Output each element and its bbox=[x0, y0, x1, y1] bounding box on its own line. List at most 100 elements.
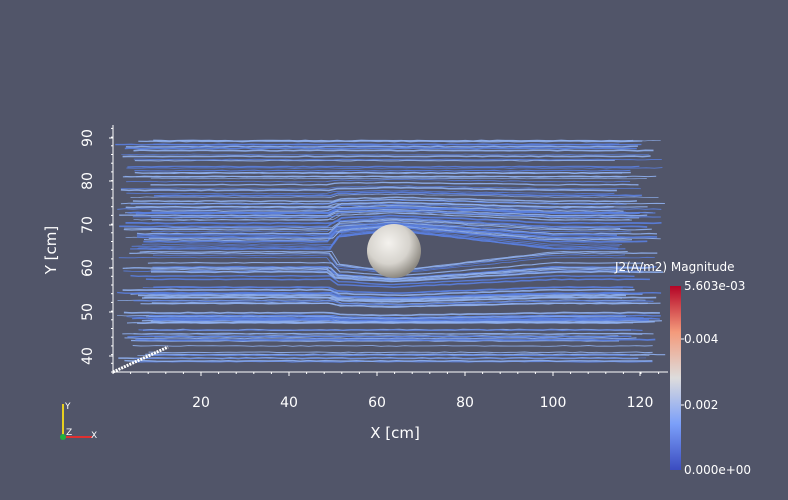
streamline bbox=[124, 175, 621, 177]
orientation-axes-widget: Y X Z bbox=[60, 402, 97, 441]
streamline bbox=[124, 359, 653, 363]
streamline bbox=[136, 222, 617, 237]
y-tick-label: 40 bbox=[80, 347, 96, 365]
streamline bbox=[125, 145, 638, 148]
streamline bbox=[149, 354, 631, 357]
colorbar-tick-label: 0.002 bbox=[684, 398, 718, 412]
streamline bbox=[151, 270, 664, 283]
streamline bbox=[119, 217, 648, 228]
streamline bbox=[133, 332, 654, 335]
colorbar-gradient bbox=[670, 286, 681, 470]
y-tick-label: 70 bbox=[80, 216, 96, 234]
streamline bbox=[125, 201, 614, 209]
streamline bbox=[136, 221, 658, 235]
streamline bbox=[150, 181, 639, 186]
streamline bbox=[148, 351, 653, 354]
seed-line bbox=[112, 345, 169, 374]
streamline bbox=[117, 203, 662, 210]
streamline bbox=[142, 286, 623, 294]
streamline bbox=[133, 158, 662, 161]
x-tick-label: 80 bbox=[456, 395, 474, 411]
streamline bbox=[126, 167, 663, 169]
streamline bbox=[138, 140, 643, 143]
streamline bbox=[135, 338, 656, 342]
y-tick-label: 90 bbox=[80, 129, 96, 147]
streamline bbox=[150, 268, 623, 281]
x-axis-title: X [cm] bbox=[370, 424, 420, 442]
x-tick-label: 60 bbox=[368, 395, 386, 411]
streamline bbox=[148, 225, 661, 240]
streamline bbox=[147, 317, 660, 322]
streamline bbox=[124, 337, 637, 340]
streamline bbox=[130, 339, 619, 342]
streamline bbox=[145, 278, 650, 288]
sphere-object[interactable] bbox=[367, 224, 421, 278]
streamline bbox=[124, 218, 621, 229]
streamline bbox=[126, 267, 647, 280]
y-tick-label: 50 bbox=[80, 303, 96, 321]
triad-x-label: X bbox=[91, 431, 97, 441]
streamline bbox=[126, 190, 615, 195]
streamline bbox=[127, 335, 632, 338]
x-tick-label: 20 bbox=[192, 395, 210, 411]
streamline bbox=[154, 292, 643, 299]
streamline bbox=[132, 345, 653, 347]
y-tick-marks bbox=[109, 127, 113, 373]
streamline bbox=[151, 221, 632, 233]
streamline bbox=[119, 209, 648, 217]
x-tick-marks bbox=[112, 372, 660, 376]
streamline bbox=[129, 205, 626, 214]
streamline bbox=[130, 193, 659, 198]
streamline bbox=[145, 353, 666, 356]
x-tick-label: 120 bbox=[627, 395, 654, 411]
streamline bbox=[151, 204, 624, 213]
streamline bbox=[126, 178, 631, 183]
x-tick-label: 100 bbox=[540, 395, 567, 411]
streamline bbox=[117, 299, 646, 305]
x-tick-label: 40 bbox=[280, 395, 298, 411]
streamline bbox=[121, 153, 650, 156]
streamline bbox=[134, 357, 647, 360]
streamline bbox=[120, 198, 665, 205]
streamline bbox=[122, 155, 651, 158]
colorbar[interactable]: J2(A/m2) Magnitude 5.603e-03 0.004 0.002… bbox=[614, 260, 751, 477]
streamline bbox=[133, 300, 654, 306]
streamline bbox=[134, 169, 631, 172]
streamline bbox=[145, 315, 627, 320]
streamline bbox=[153, 191, 642, 197]
streamline bbox=[132, 210, 661, 218]
streamline bbox=[150, 320, 655, 324]
triad-z-label: Z bbox=[66, 428, 72, 438]
streamline bbox=[130, 274, 635, 286]
colorbar-tick-label: 0.004 bbox=[684, 332, 718, 346]
streamline bbox=[124, 147, 637, 150]
streamline bbox=[125, 214, 662, 225]
y-tick-label: 80 bbox=[80, 172, 96, 190]
streamline bbox=[133, 212, 630, 221]
triad-z-axis-icon bbox=[60, 434, 66, 440]
streamline bbox=[137, 294, 627, 301]
streamline bbox=[140, 302, 661, 308]
streamline bbox=[120, 186, 617, 192]
triad-y-label: Y bbox=[64, 402, 71, 412]
streamline bbox=[133, 149, 654, 152]
streamline bbox=[127, 165, 640, 168]
colorbar-title: J2(A/m2) Magnitude bbox=[614, 260, 735, 274]
streamline bbox=[115, 143, 620, 146]
y-axis-title: Y [cm] bbox=[42, 226, 60, 276]
streamline bbox=[123, 219, 652, 231]
colorbar-min-label: 0.000e+00 bbox=[684, 463, 751, 477]
streamline bbox=[122, 288, 635, 297]
streamlines-group bbox=[112, 139, 666, 374]
colorbar-max-label: 5.603e-03 bbox=[684, 279, 745, 293]
streamline bbox=[123, 311, 660, 317]
streamline bbox=[138, 329, 643, 332]
streamline bbox=[150, 177, 647, 180]
streamline bbox=[150, 171, 623, 175]
y-tick-label: 60 bbox=[80, 259, 96, 277]
streamline bbox=[132, 196, 637, 203]
streamline bbox=[120, 185, 641, 190]
streamline bbox=[134, 159, 615, 162]
streamline bbox=[144, 296, 657, 303]
